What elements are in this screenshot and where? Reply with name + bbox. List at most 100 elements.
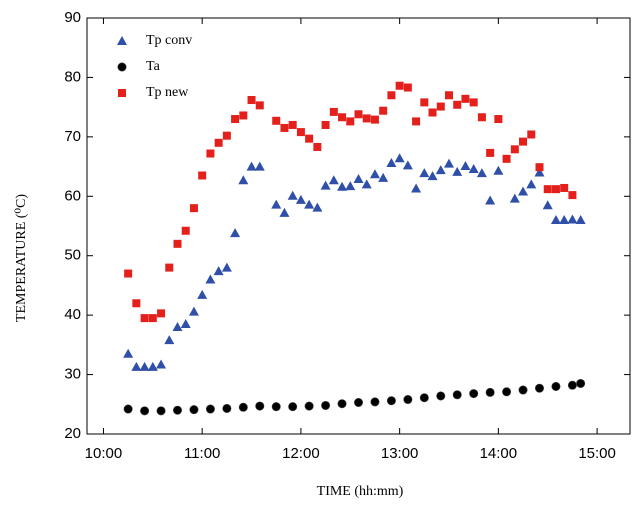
data-point (321, 120, 330, 129)
y-tick-label: 70 (64, 128, 81, 145)
x-tick-label: 14:00 (480, 445, 518, 462)
data-point (238, 402, 248, 412)
data-point (329, 107, 338, 116)
y-tick-label: 60 (64, 187, 81, 204)
data-point (272, 116, 281, 125)
data-point (205, 404, 215, 414)
data-point (287, 190, 298, 200)
data-point (485, 195, 496, 205)
data-point (320, 180, 331, 190)
data-point (346, 117, 355, 126)
data-point (386, 158, 397, 168)
data-point (337, 181, 348, 191)
data-point (445, 91, 453, 100)
x-tick-label: 12:00 (282, 445, 320, 462)
data-point (173, 405, 183, 415)
data-point (362, 114, 371, 123)
data-point (255, 401, 265, 411)
data-point (476, 168, 487, 178)
y-tick-label: 80 (64, 68, 81, 85)
data-point (510, 145, 519, 154)
data-point (436, 102, 445, 111)
data-point (534, 383, 544, 393)
data-point (255, 101, 264, 110)
data-point (271, 402, 281, 412)
data-point (534, 167, 545, 177)
data-point (188, 306, 199, 316)
legend-label: Tp conv (146, 33, 192, 48)
data-point (304, 199, 315, 209)
data-point (328, 175, 339, 185)
y-tick-label: 40 (64, 306, 81, 323)
data-point (189, 405, 199, 415)
data-point (502, 154, 511, 163)
legend-marker (117, 62, 127, 72)
data-point (436, 391, 446, 401)
data-point (247, 96, 256, 105)
data-point (379, 106, 388, 115)
data-point (452, 390, 462, 400)
data-point (312, 202, 323, 212)
data-point (295, 194, 306, 204)
data-point (173, 239, 182, 248)
data-point (395, 81, 404, 90)
data-point (469, 98, 478, 107)
data-point (214, 138, 223, 147)
data-point (230, 228, 241, 238)
data-point (156, 359, 167, 369)
data-point (304, 401, 314, 411)
data-point (288, 120, 297, 129)
y-tick-label: 20 (64, 425, 81, 442)
data-point (206, 149, 215, 158)
data-point (575, 215, 586, 225)
data-point (123, 348, 134, 358)
data-point (296, 128, 305, 137)
data-point (361, 179, 372, 189)
data-point (140, 406, 150, 416)
data-point (567, 380, 577, 390)
data-point (345, 181, 356, 191)
data-point (386, 396, 396, 406)
data-point (370, 397, 380, 407)
data-point (221, 262, 232, 272)
data-point (254, 161, 265, 171)
data-point (124, 269, 133, 278)
data-point (420, 98, 429, 107)
legend-marker (117, 36, 127, 45)
data-point (403, 83, 412, 92)
data-point (239, 111, 248, 120)
data-point (157, 309, 166, 318)
x-tick-label: 13:00 (381, 445, 419, 462)
data-point (428, 108, 437, 117)
data-point (189, 204, 198, 213)
data-point (509, 193, 520, 203)
data-point (353, 174, 364, 184)
data-point (494, 115, 503, 124)
data-point (205, 274, 216, 284)
data-point (469, 389, 479, 399)
x-tick-label: 15:00 (578, 445, 616, 462)
data-point (288, 402, 298, 412)
data-point (180, 319, 191, 329)
data-point (551, 185, 560, 194)
data-point (435, 165, 446, 175)
data-point (132, 299, 141, 308)
data-point (543, 185, 552, 194)
data-point (271, 199, 282, 209)
data-point (338, 113, 347, 122)
data-point (305, 134, 314, 143)
data-point (527, 130, 536, 139)
data-point (444, 158, 454, 168)
data-point (519, 137, 528, 146)
data-point (213, 266, 224, 276)
data-point (148, 314, 157, 323)
y-tick-label: 50 (64, 247, 81, 264)
data-point (535, 163, 544, 172)
data-point (172, 322, 183, 332)
data-point (147, 361, 158, 371)
data-point (139, 361, 150, 371)
data-point (551, 381, 561, 391)
data-point (321, 400, 331, 410)
data-point (427, 171, 438, 181)
